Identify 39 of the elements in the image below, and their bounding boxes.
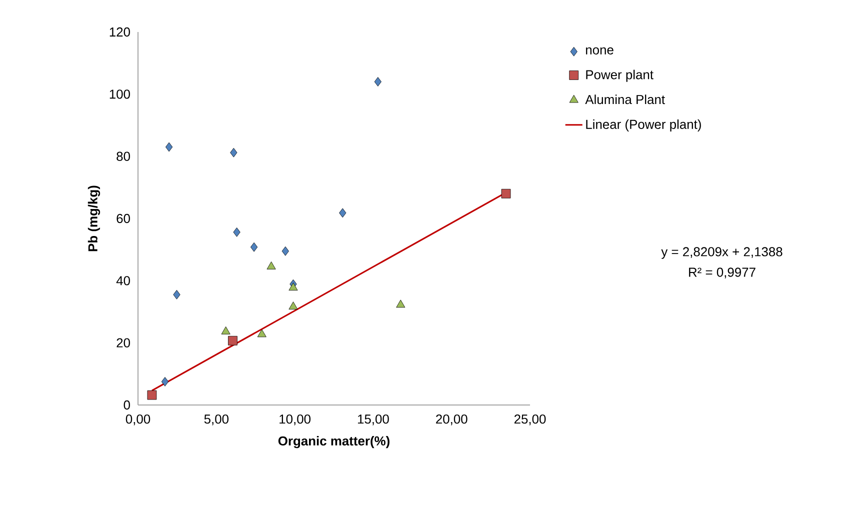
y-axis-title: Pb (mg/kg) (88, 186, 100, 252)
legend-label: none (586, 47, 614, 54)
y-tick-label: 60 (116, 214, 130, 224)
point (339, 208, 346, 218)
text: y = 2,8209x + 2,1388 (661, 247, 782, 259)
legend-label: Power plant (586, 70, 654, 82)
y-tick-label: 120 (110, 27, 130, 37)
x-axis-title: Organic matter(%) (278, 436, 390, 448)
x-tick-label: 10,00 (280, 414, 311, 426)
y-tick-label: 40 (116, 276, 130, 286)
point (257, 329, 266, 338)
point (288, 282, 298, 291)
point (501, 188, 511, 198)
point (374, 77, 382, 86)
point (266, 261, 276, 270)
legend-label: Linear (Power plant) (586, 119, 701, 132)
y-tick-label: 0 (124, 400, 130, 410)
point (230, 148, 238, 158)
point (288, 302, 298, 310)
point (221, 326, 230, 334)
point (233, 227, 240, 237)
point (161, 377, 169, 386)
point (228, 336, 238, 346)
x-tick-label: 15,00 (358, 414, 389, 426)
y-tick-label: 80 (116, 152, 130, 161)
y-tick-label: 20 (116, 338, 130, 348)
text: R² = 0,9977 (689, 268, 756, 278)
point (396, 300, 406, 308)
point (250, 242, 258, 252)
y-tick-label: 100 (110, 90, 130, 99)
point (165, 142, 173, 152)
legend-label: Alumina Plant (585, 94, 665, 104)
point (282, 246, 289, 256)
point (147, 390, 157, 400)
point (173, 290, 180, 300)
x-tick-label: 0,00 (126, 414, 150, 426)
x-tick-label: 5,00 (204, 414, 229, 426)
x-tick-label: 20,00 (436, 414, 468, 426)
x-tick-label: 25,00 (514, 414, 546, 426)
